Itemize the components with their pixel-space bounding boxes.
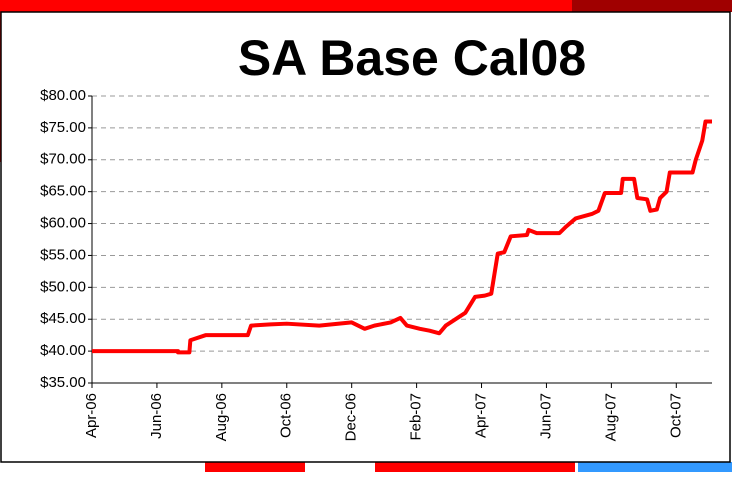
x-tick-label: Aug-07 [602,393,619,441]
x-tick-label: Apr-07 [472,393,489,438]
bottom-band [205,462,305,472]
y-tick-label: $35.00 [40,374,86,391]
y-tick-label: $55.00 [40,246,86,263]
x-tick-label: Oct-06 [278,393,295,438]
x-tick-label: Oct-07 [667,393,684,438]
y-tick-label: $45.00 [40,310,86,327]
x-tick-label: Jun-07 [537,393,554,439]
top-band-dark [572,0,732,12]
y-tick-label: $80.00 [40,87,86,104]
y-tick-label: $75.00 [40,119,86,136]
chart-title: SA Base Cal08 [238,30,586,86]
x-tick-label: Aug-06 [213,393,230,441]
y-tick-label: $40.00 [40,342,86,359]
x-tick-label: Dec-06 [343,393,360,441]
y-tick-label: $50.00 [40,278,86,295]
y-tick-label: $65.00 [40,183,86,200]
y-tick-label: $60.00 [40,215,86,232]
x-tick-label: Feb-07 [408,393,425,441]
data-line [92,119,712,355]
y-tick-label: $70.00 [40,151,86,168]
x-tick-label: Apr-06 [83,393,100,438]
chart-area [0,11,731,463]
top-band [0,0,572,12]
x-tick-label: Jun-06 [148,393,165,439]
bottom-band [375,462,575,472]
bottom-band [578,462,732,472]
